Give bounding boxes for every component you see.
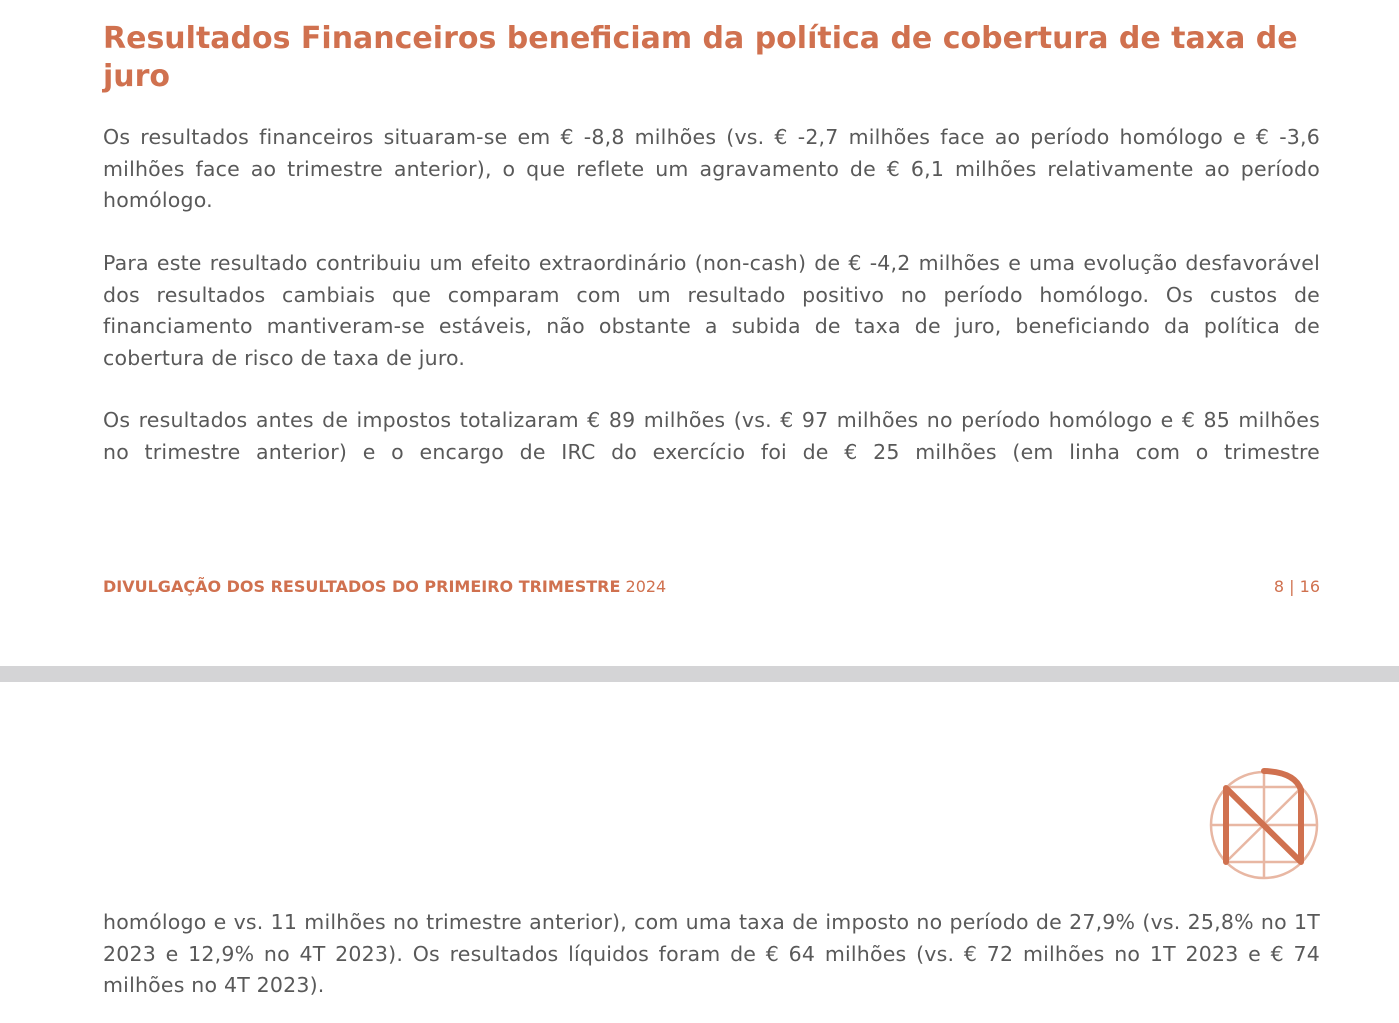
paragraph-net-results: homólogo e vs. 11 milhões no trimestre a…	[103, 910, 1320, 997]
footer-year: 2024	[625, 577, 667, 596]
footer-label: DIVULGAÇÃO DOS RESULTADOS DO PRIMEIRO TR…	[103, 577, 621, 596]
navigator-n-logo-icon	[1209, 768, 1319, 880]
paragraph-financial-results: Os resultados financeiros situaram-se em…	[103, 125, 1320, 212]
footer-title: DIVULGAÇÃO DOS RESULTADOS DO PRIMEIRO TR…	[103, 577, 666, 596]
page-number: 8 | 16	[1273, 577, 1320, 596]
paragraph-extraordinary-effect: Para este resultado contribuiu um efeito…	[103, 251, 1320, 370]
page-break	[0, 666, 1399, 682]
section-title: Resultados Financeiros beneficiam da pol…	[103, 21, 1298, 94]
paragraph-pretax-results: Os resultados antes de impostos totaliza…	[103, 408, 1320, 464]
